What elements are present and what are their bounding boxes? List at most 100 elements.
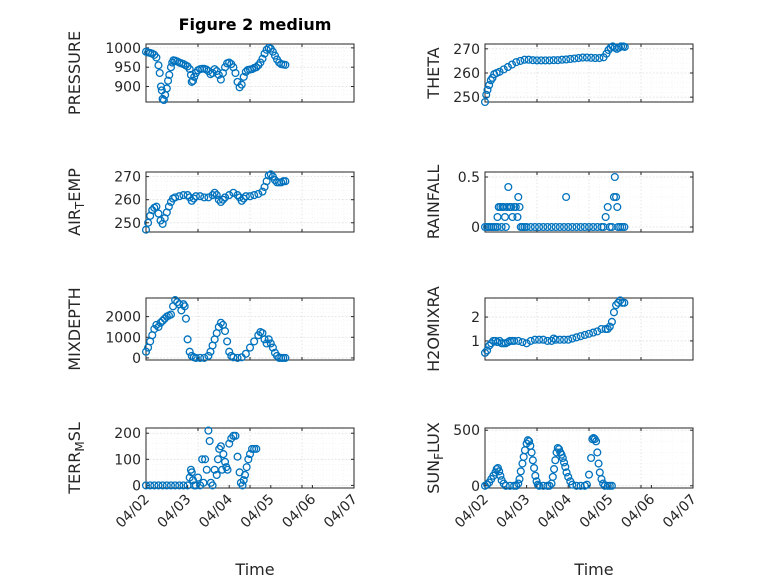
data-point <box>258 54 267 63</box>
data-point <box>582 480 591 489</box>
data-point <box>589 328 598 337</box>
data-point <box>580 222 589 232</box>
x-tick-label: 04/07 <box>321 492 361 532</box>
data-point <box>208 481 217 490</box>
data-point <box>225 58 234 67</box>
data-point <box>146 481 155 490</box>
data-point <box>223 465 232 474</box>
data-point <box>535 222 544 232</box>
plot-area <box>145 297 355 361</box>
data-point <box>513 212 522 222</box>
data-point <box>187 468 196 477</box>
data-point <box>141 225 151 234</box>
data-point <box>156 318 165 327</box>
data-point <box>175 192 184 201</box>
data-point <box>610 172 619 182</box>
data-point <box>171 193 180 202</box>
data-point <box>200 353 209 362</box>
data-point <box>620 298 629 307</box>
data-point <box>183 335 192 344</box>
data-point <box>245 450 255 459</box>
data-point <box>587 453 596 463</box>
data-point <box>165 70 174 79</box>
data-point <box>225 347 234 356</box>
data-point <box>592 437 601 446</box>
data-point <box>158 316 167 325</box>
data-point <box>578 53 587 62</box>
data-point <box>553 443 562 453</box>
data-point <box>525 437 534 446</box>
data-point <box>514 336 523 345</box>
data-point <box>483 346 492 355</box>
x-tick-label: 04/03 <box>155 492 195 532</box>
data-point <box>512 58 521 67</box>
panel-terr-msl: 0 100 200 04/02 04/03 04/04 04/05 04/06 04/07 TER… <box>65 422 361 531</box>
data-point <box>572 333 581 342</box>
data-point <box>250 191 259 200</box>
data-point <box>266 339 275 348</box>
panel-mixdepth: 0 1000 2000 MIXDEPTH <box>65 287 355 371</box>
x-tick-label: 04/07 <box>660 492 700 532</box>
data-point <box>152 53 161 62</box>
data-point <box>551 456 560 465</box>
data-point <box>557 55 567 64</box>
data-point <box>593 448 602 457</box>
data-point <box>562 468 571 477</box>
data-point <box>183 191 192 200</box>
data-point <box>518 338 527 347</box>
data-point <box>492 465 501 474</box>
data-point <box>260 49 269 58</box>
data-point <box>480 348 490 357</box>
data-point <box>218 465 227 474</box>
data-point <box>564 472 573 481</box>
data-point <box>185 65 194 74</box>
data-point <box>535 335 544 344</box>
data-point <box>179 481 188 490</box>
data-point <box>574 53 583 63</box>
data-point <box>158 481 167 490</box>
data-point <box>262 339 271 348</box>
data-point <box>281 60 290 69</box>
data-point <box>198 455 207 464</box>
data-point <box>220 457 230 466</box>
data-point <box>559 222 569 232</box>
data-point <box>237 80 246 89</box>
data-point <box>576 222 585 232</box>
plot-area <box>484 297 694 361</box>
data-point <box>180 302 189 311</box>
data-point <box>603 324 612 334</box>
data-point <box>620 222 629 232</box>
data-point <box>162 481 171 490</box>
data-point <box>532 56 542 65</box>
data-point <box>141 481 151 490</box>
y-tick-label: 1 <box>471 334 480 350</box>
data-point <box>185 347 194 356</box>
data-point <box>507 202 516 212</box>
data-point <box>171 296 180 305</box>
y-tick-label: 260 <box>453 66 480 82</box>
data-point <box>515 202 524 212</box>
data-point <box>545 56 554 65</box>
data-point <box>541 56 550 65</box>
data-point <box>220 63 230 72</box>
x-axis-label-right: Time <box>573 560 613 579</box>
y-axis-label-0: PRESSURE <box>65 31 84 115</box>
x-tick-label: 04/02 <box>452 492 492 532</box>
data-point <box>594 459 603 468</box>
data-point <box>187 351 196 360</box>
data-point <box>568 334 577 343</box>
data-point <box>233 452 242 461</box>
data-point <box>549 56 558 65</box>
data-point <box>202 465 211 474</box>
y-tick-label: 2 <box>471 310 480 326</box>
data-point <box>187 196 196 205</box>
data-point <box>220 327 230 336</box>
panel-rainfall: 0 0.5 RAINFALL <box>424 165 694 239</box>
data-point <box>202 65 211 74</box>
panel-air-temp: 250 260 270 AIRTEMP <box>65 168 355 236</box>
data-point <box>154 481 163 490</box>
data-point <box>191 353 200 362</box>
data-point <box>159 96 168 105</box>
data-point <box>584 470 594 479</box>
data-point <box>550 465 559 474</box>
